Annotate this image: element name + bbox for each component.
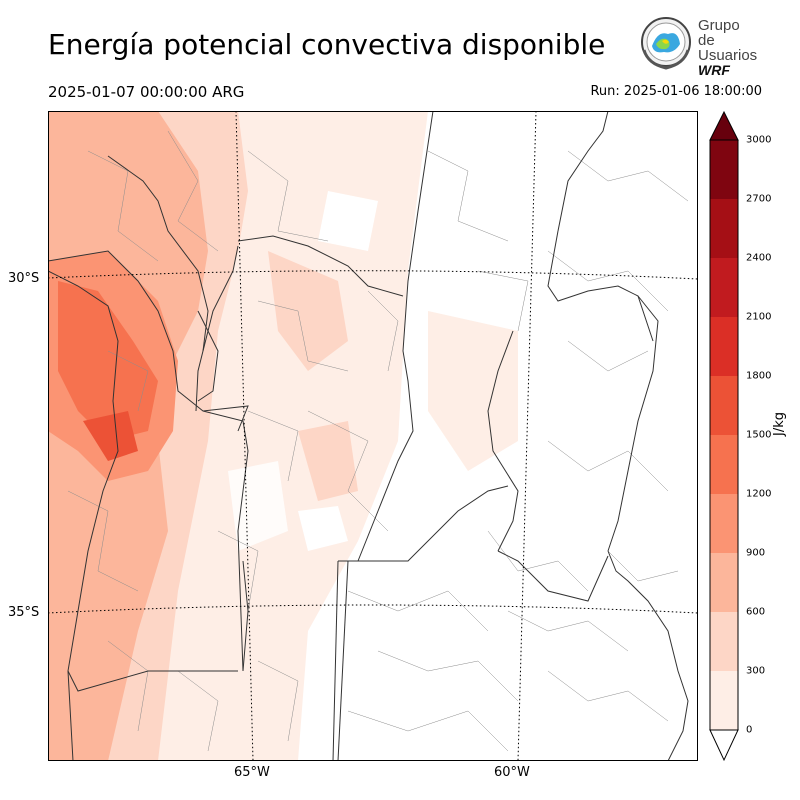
colorbar-box — [710, 140, 738, 199]
map-title: Energía potencial convectiva disponible — [48, 28, 606, 61]
colorbar-box — [710, 376, 738, 435]
logo-line-2: Usuarios — [698, 47, 758, 64]
cape-map — [48, 111, 698, 761]
colorbar-tick-label: 2400 — [746, 252, 772, 264]
lat-label-30s: 30°S — [8, 271, 40, 286]
province-borders — [48, 111, 659, 761]
colorbar-extend-max — [709, 110, 739, 141]
colorbar-tick-label: 2100 — [746, 311, 772, 323]
colorbar-box — [710, 435, 738, 494]
graticule — [48, 111, 698, 761]
colorbar — [709, 110, 739, 762]
colorbar-box — [710, 199, 738, 258]
grupo-usuarios-wrf-logo: Grupo de Usuarios WRF — [638, 16, 758, 78]
lon-label-65w: 65°W — [234, 765, 270, 780]
run-time: Run: 2025-01-06 18:00:00 — [590, 84, 762, 99]
lon-label-60w: 60°W — [494, 765, 530, 780]
logo-line-1: Grupo de — [698, 17, 740, 49]
department-borders — [67, 130, 689, 752]
coastline — [607, 550, 689, 761]
colorbar-tick-label: 1500 — [746, 429, 772, 441]
colorbar-box — [710, 317, 738, 376]
logo-seal-icon — [641, 17, 691, 70]
colorbar-unit: J/kg — [772, 412, 787, 436]
colorbar-box — [710, 258, 738, 317]
lat-label-35s: 35°S — [8, 605, 40, 620]
colorbar-tick-label: 900 — [746, 547, 766, 559]
valid-time: 2025-01-07 00:00:00 ARG — [48, 83, 245, 101]
logo-wrf: WRF — [698, 62, 730, 78]
colorbar-box — [710, 671, 738, 730]
colorbar-tick-label: 2700 — [746, 193, 772, 205]
colorbar-tick-label: 3000 — [746, 134, 772, 146]
colorbar-box — [710, 612, 738, 671]
colorbar-tick-label: 1800 — [746, 370, 772, 382]
colorbar-tick-label: 0 — [746, 724, 753, 736]
colorbar-tick-label: 300 — [746, 665, 766, 677]
colorbar-box — [710, 494, 738, 553]
colorbar-tick-label: 600 — [746, 606, 766, 618]
colorbar-extend-min — [709, 729, 739, 762]
colorbar-box — [710, 553, 738, 612]
colorbar-tick-label: 1200 — [746, 488, 772, 500]
